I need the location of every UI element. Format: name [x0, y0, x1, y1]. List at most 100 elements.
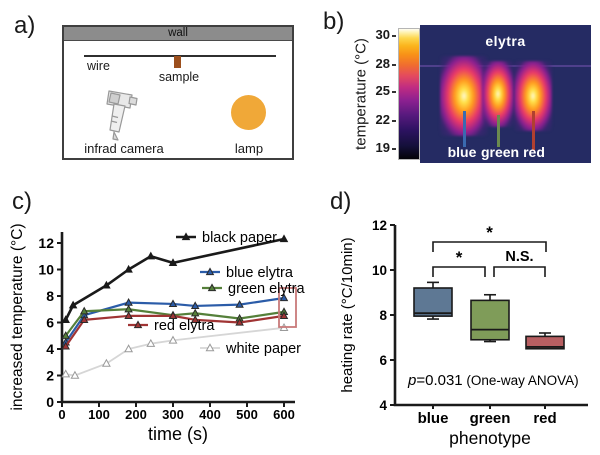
category-label-green: green [470, 410, 511, 427]
tick-dash [392, 63, 396, 66]
triangle-marker [146, 251, 156, 260]
x-tick-label: 0 [58, 407, 65, 422]
blue-pointer-line [463, 111, 466, 147]
highlight-box-600s [278, 287, 297, 328]
green-pointer-line [497, 115, 500, 147]
sig-bracket-green-red [493, 266, 546, 277]
experiment-schematic: wall wire sample infrad camera lamp [62, 25, 294, 160]
category-label-red: red [533, 410, 556, 427]
legend-label-blue-elytra: blue elytra [226, 265, 294, 281]
triangle-marker [68, 300, 78, 309]
category-label-blue: blue [418, 410, 449, 427]
infrared-camera-icon [106, 90, 138, 141]
triangle-marker [168, 258, 178, 266]
triangle-marker [124, 311, 133, 319]
temperature-colorbar [398, 28, 420, 160]
triangle-marker [101, 358, 111, 367]
x-tick-label: 200 [125, 407, 147, 422]
panel-a-label: a) [14, 12, 36, 39]
tick-dash [392, 34, 396, 37]
triangle-marker [146, 338, 156, 347]
triangle-marker [61, 331, 70, 339]
wall-label: wall [168, 27, 188, 39]
anova-note: p=0.031 (One-way ANOVA) [407, 372, 579, 389]
lamp-circle [231, 95, 266, 130]
legend-label-green-elytra: green elytra [228, 281, 306, 297]
x-axis-title: time (s) [148, 424, 208, 444]
sig-label-blue-red: * [486, 223, 493, 242]
tick-dash [392, 147, 396, 150]
triangle-marker [124, 264, 133, 273]
y-axis-title: heating rate (°C/10min) [339, 237, 356, 392]
x-tick-label: 400 [199, 407, 221, 422]
sample-rect [174, 56, 181, 68]
y-tick-label: 12 [38, 235, 54, 251]
triangle-marker [102, 280, 111, 289]
wire-label: wire [87, 59, 110, 73]
sig-label-blue-green: * [456, 248, 463, 267]
y-tick-label: 2 [46, 368, 54, 384]
specimen-label-red: red [523, 144, 545, 160]
x-tick-label: 600 [273, 407, 295, 422]
box-green [470, 299, 510, 341]
triangle-marker [279, 293, 289, 302]
y-tick-label: 4 [379, 398, 387, 413]
tick-dash [392, 119, 396, 122]
sig-bracket-blue-green [432, 266, 486, 277]
triangle-marker [181, 232, 191, 241]
red-pointer-line [532, 111, 535, 151]
wall-bar: wall [64, 27, 292, 41]
colorbar-tick-25: 25 [370, 83, 396, 98]
box-blue [413, 287, 453, 317]
triangle-marker [279, 234, 289, 243]
triangle-marker [279, 311, 289, 319]
lamp-label: lamp [234, 141, 264, 156]
triangle-marker [61, 341, 70, 350]
triangle-marker [61, 315, 70, 323]
triangle-marker [190, 315, 200, 323]
y-tick-label: 0 [46, 394, 54, 410]
y-tick-label: 6 [379, 353, 387, 368]
sig-label-green-red: N.S. [505, 249, 533, 265]
triangle-marker [235, 317, 244, 326]
triangle-marker [205, 343, 215, 352]
triangle-marker [124, 344, 134, 353]
triangle-marker [133, 320, 143, 329]
colorbar-tick-19: 19 [370, 140, 396, 155]
legend-label-white-paper: white paper [225, 341, 301, 357]
tick-dash [392, 90, 396, 93]
legend-label-black-paper: black paper [202, 230, 277, 246]
triangle-marker [61, 369, 71, 378]
y-tick-label: 10 [38, 262, 54, 278]
colorbar-tick-30: 30 [370, 27, 396, 42]
x-axis-title: phenotype [449, 428, 531, 448]
thermal-image: elytra blue green red [420, 25, 591, 163]
triangle-marker [168, 299, 178, 308]
triangle-marker [235, 299, 244, 308]
camera-label: infrad camera [84, 141, 164, 156]
x-tick-label: 300 [162, 407, 184, 422]
y-tick-label: 8 [46, 288, 54, 304]
y-tick-label: 4 [46, 341, 54, 357]
y-tick-label: 8 [379, 308, 387, 323]
panel-d-label: d) [330, 188, 352, 215]
specimen-label-blue: blue [447, 144, 477, 160]
y-tick-label: 10 [372, 263, 387, 278]
specimen-label-green: green [480, 144, 520, 160]
triangle-marker [79, 306, 89, 315]
y-tick-label: 6 [46, 315, 54, 331]
box-red [525, 335, 565, 350]
colorbar-tick-22: 22 [370, 112, 396, 127]
legend-label-red-elytra: red elytra [154, 318, 215, 334]
elytra-title: elytra [485, 33, 526, 49]
triangle-marker [207, 283, 217, 292]
sample-label: sample [158, 70, 200, 84]
panel-c-label: c) [12, 188, 32, 215]
triangle-marker [79, 315, 89, 323]
y-axis-title: increased temperature (°C) [9, 223, 26, 410]
triangle-marker [205, 267, 215, 276]
triangle-marker [168, 335, 178, 344]
panel-b-label: b) [323, 8, 345, 35]
